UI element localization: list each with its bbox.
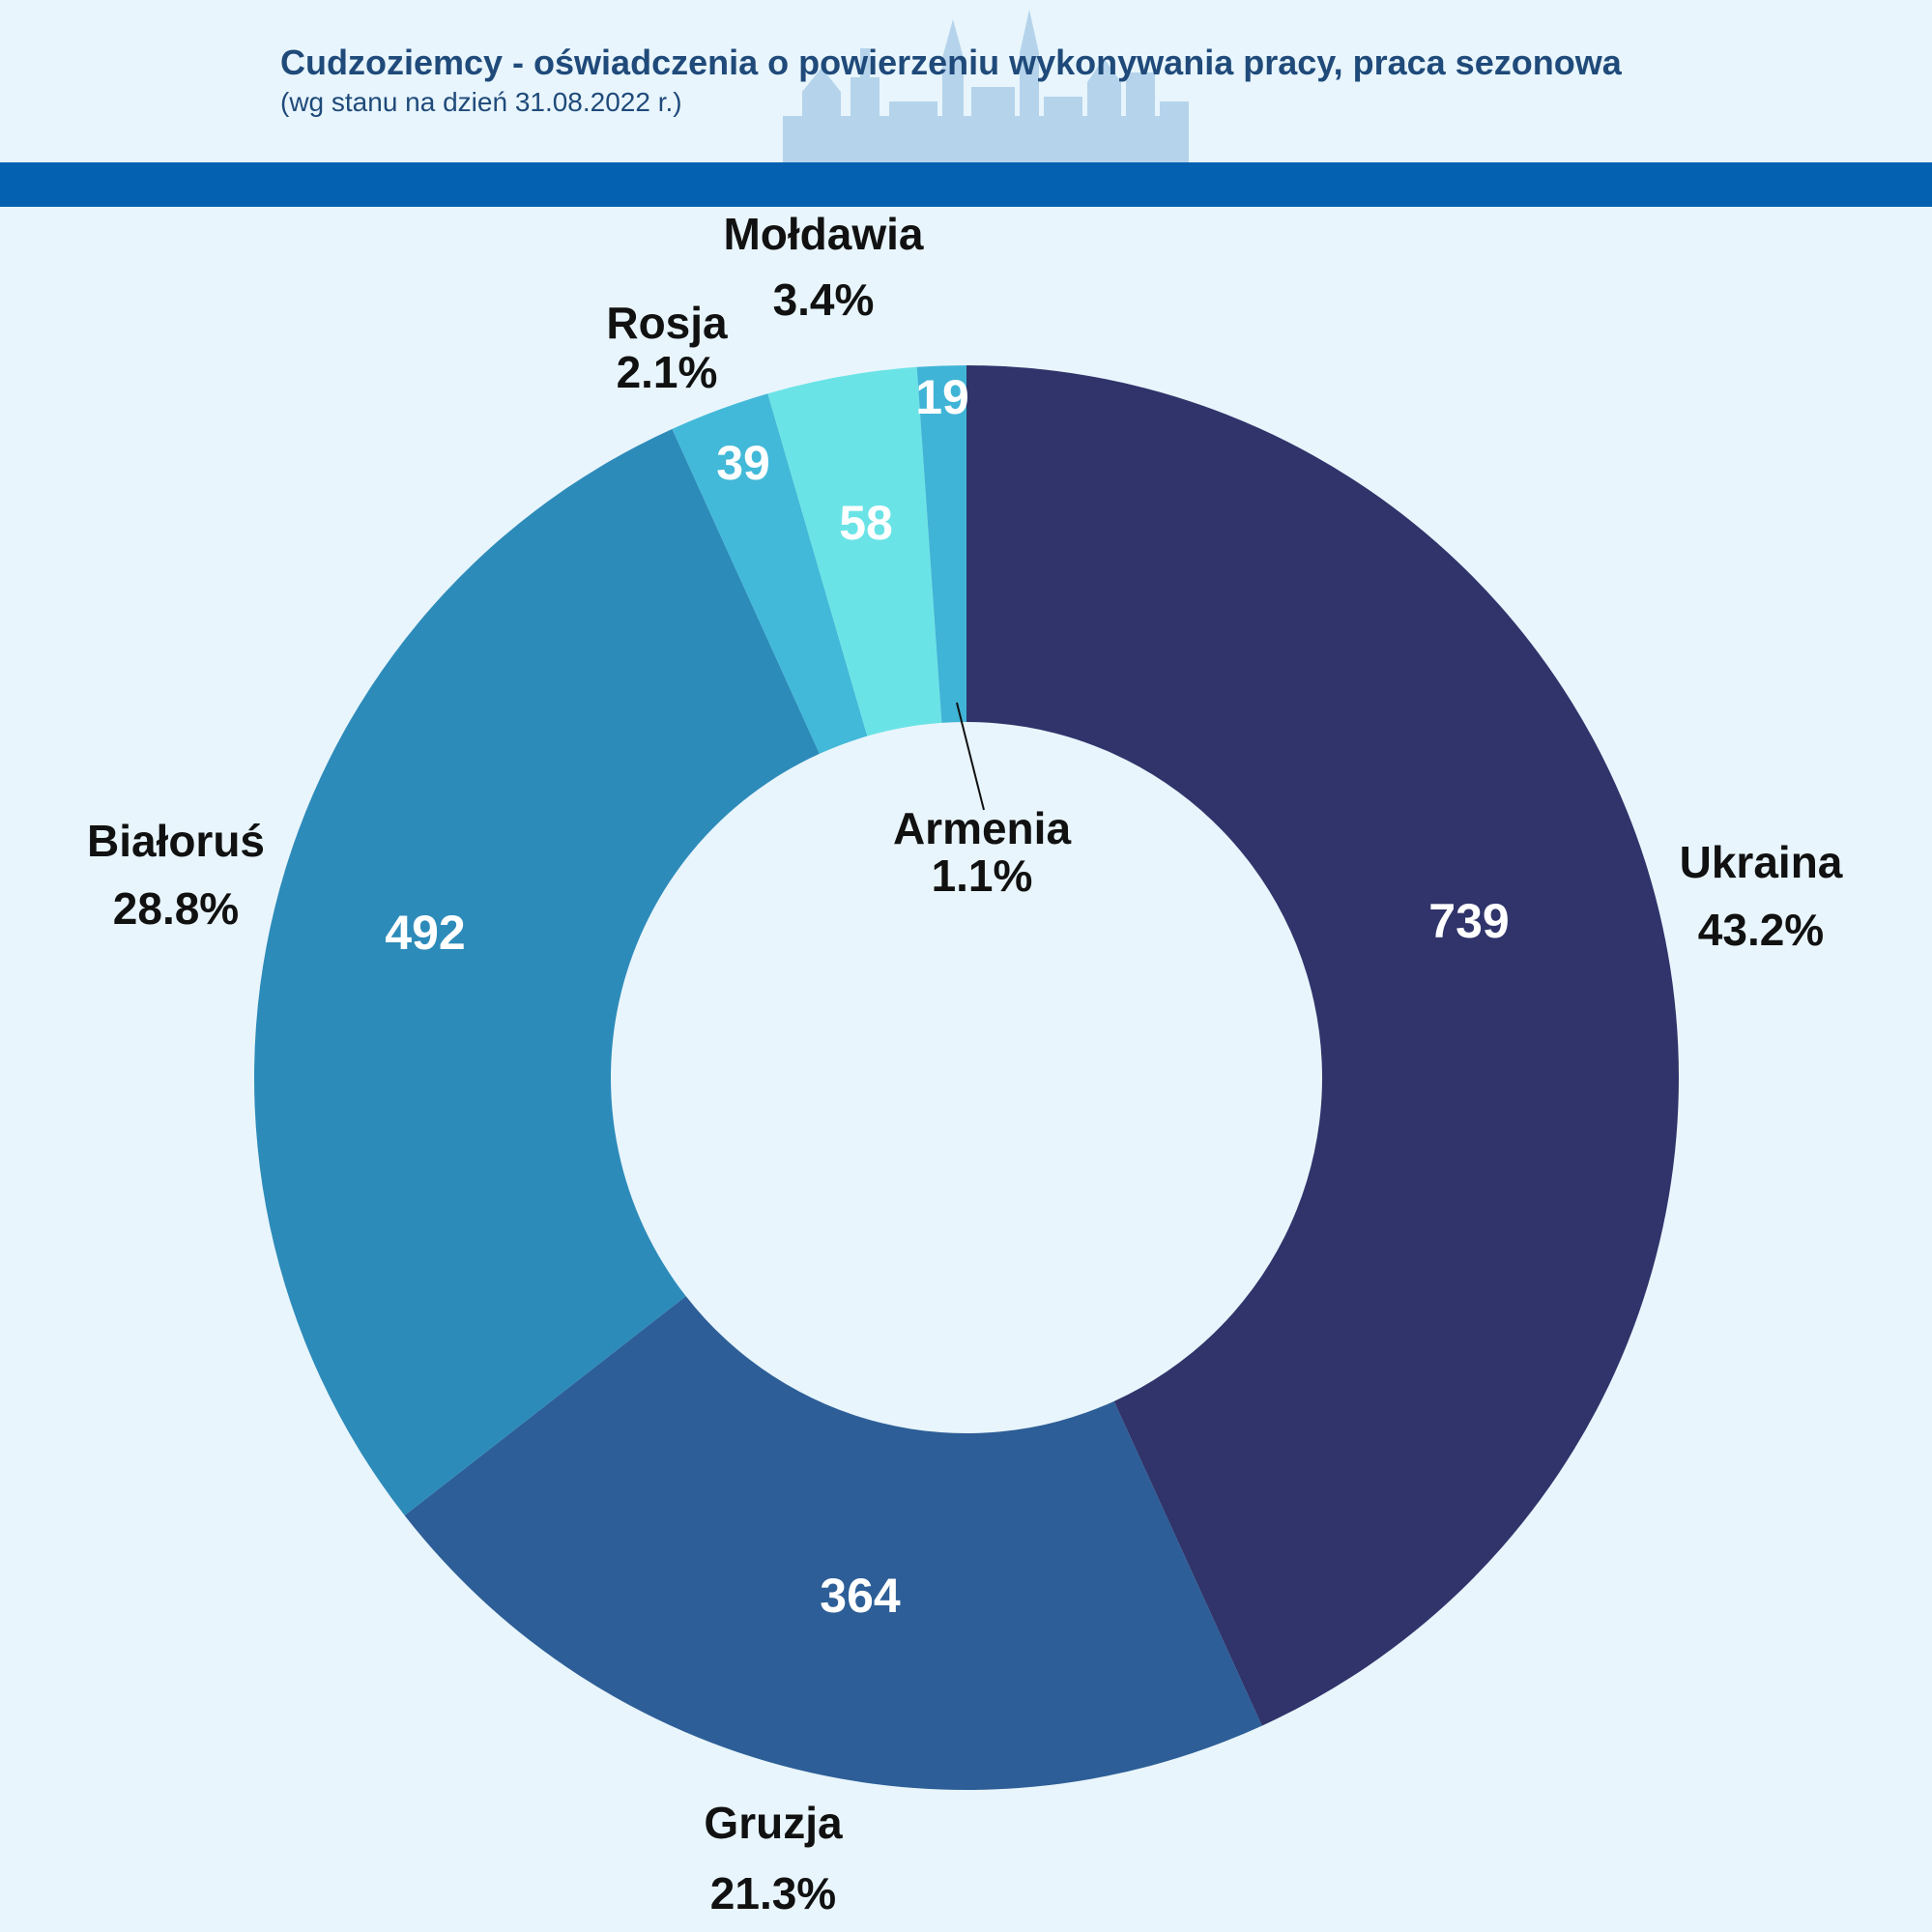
- category-label-gruzja: Gruzja: [704, 1798, 843, 1848]
- percent-label-armenia: 1.1%: [932, 851, 1033, 901]
- header: Cudzoziemcy - oświadczenia o powierzeniu…: [0, 0, 1932, 207]
- percent-label-rosja: 2.1%: [617, 347, 718, 397]
- slice-armenia: [916, 365, 966, 723]
- percent-label-bialorus: 28.8%: [113, 883, 239, 934]
- percent-label-moldawia: 3.4%: [773, 274, 875, 325]
- page-subtitle: (wg stanu na dzień 31.08.2022 r.): [280, 87, 682, 117]
- category-label-ukraina: Ukraina: [1680, 837, 1843, 887]
- slice-bialorus: [253, 428, 820, 1515]
- category-label-armenia: Armenia: [893, 803, 1071, 853]
- percent-label-gruzja: 21.3%: [710, 1868, 836, 1918]
- slice-rosja: [672, 393, 868, 754]
- value-label-moldawia: 58: [839, 496, 893, 550]
- percent-label-ukraina: 43.2%: [1698, 905, 1824, 955]
- city-skyline-icon: [783, 10, 1189, 162]
- slice-gruzja: [404, 1296, 1262, 1790]
- value-label-ukraina: 739: [1428, 894, 1509, 948]
- header-band: [0, 162, 1932, 207]
- value-label-gruzja: 364: [820, 1569, 901, 1623]
- value-label-bialorus: 492: [385, 906, 465, 960]
- category-label-bialorus: Białoruś: [87, 816, 265, 866]
- value-label-rosja: 39: [716, 436, 770, 490]
- page-title: Cudzoziemcy - oświadczenia o powierzeniu…: [280, 43, 1622, 82]
- armenia-leader-line: [956, 702, 985, 811]
- category-label-rosja: Rosja: [606, 298, 728, 348]
- value-label-armenia: 19: [915, 370, 969, 424]
- slice-moldawia: [767, 366, 942, 736]
- category-label-moldawia: Mołdawia: [723, 209, 923, 259]
- slice-ukraina: [966, 365, 1679, 1726]
